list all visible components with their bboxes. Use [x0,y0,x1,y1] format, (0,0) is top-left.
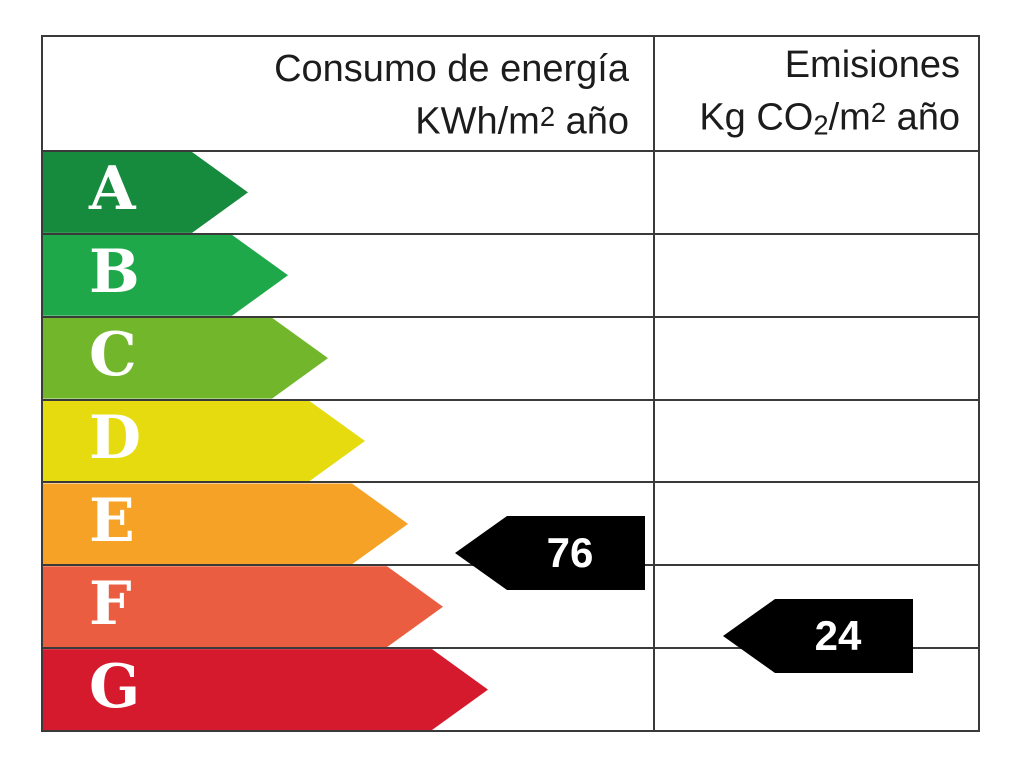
rating-arrow-e: E [43,483,408,564]
consumption-value-arrow: 76 [455,516,645,590]
rating-letter-b: B [89,237,140,308]
emissions-superscript-2: 2 [870,97,887,129]
rating-letter-d: D [89,403,142,473]
rating-row-c: C [43,315,978,399]
column-divider [653,37,655,730]
rating-letter-e: E [89,485,135,556]
rating-arrow-d: D [43,401,365,482]
emissions-header-line2: Kg CO2/m2 año [699,96,960,141]
emissions-header-line1: Emisiones [784,44,960,87]
emissions-header: Emisiones Kg CO2/m2 año [653,37,978,150]
rating-row-g: G [43,647,978,730]
rating-letter-a: A [89,154,136,225]
rating-row-b: B [43,232,978,316]
consumption-header-line1: Consumo de energía [274,47,629,90]
rating-arrow-a: A [43,152,248,233]
emissions-value: 24 [814,612,862,659]
emissions-subscript-2: 2 [813,109,829,141]
rating-letter-c: C [89,320,137,391]
rating-arrow-f: F [43,566,443,647]
rating-arrow-c: C [43,318,328,399]
rating-letter-f: F [89,568,132,639]
consumption-header-line2: KWh/m2 año [415,100,629,143]
rating-row-a: A [43,150,978,233]
rating-row-e: E [43,481,978,564]
consumption-value: 76 [546,529,594,576]
rating-row-d: D [43,398,978,482]
consumption-superscript-2: 2 [539,100,556,132]
rating-arrow-b: B [43,235,288,316]
rating-letter-g: G [89,651,141,722]
header-row: Consumo de energía KWh/m2 año Emisiones … [43,37,978,150]
consumption-header: Consumo de energía KWh/m2 año [43,37,653,150]
energy-label-frame: Consumo de energía KWh/m2 año Emisiones … [41,35,980,732]
rating-arrow-g: G [43,649,488,730]
